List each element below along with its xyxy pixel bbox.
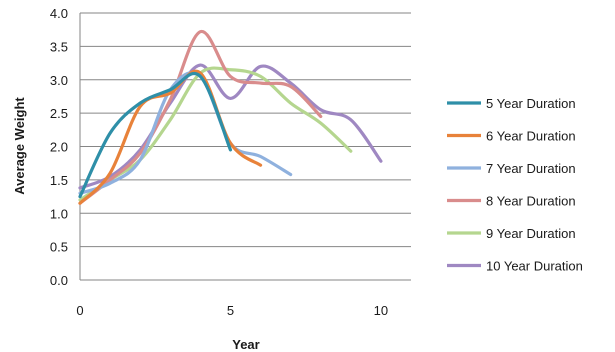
series-line-5	[78, 66, 353, 202]
x-tick-label: 0	[76, 303, 83, 318]
x-tick-label: 10	[374, 303, 388, 318]
series-lines	[78, 30, 383, 205]
y-tick-label: 0.0	[50, 273, 68, 288]
legend-label: 9 Year Duration	[486, 226, 576, 241]
y-tick-label: 1.0	[50, 206, 68, 221]
legend-item: 7 Year Duration	[447, 161, 576, 176]
legend-item: 5 Year Duration	[447, 96, 576, 111]
series-line-4	[78, 30, 323, 205]
legend-item: 6 Year Duration	[447, 129, 576, 144]
legend-label: 8 Year Duration	[486, 194, 576, 209]
y-tick-label: 2.5	[50, 106, 68, 121]
series-line-3	[78, 71, 293, 195]
y-tick-label: 2.0	[50, 140, 68, 155]
y-tick-label: 0.5	[50, 240, 68, 255]
x-tick-label: 5	[227, 303, 234, 318]
axes: 0.0 0.5 1.0 1.5 2.0 2.5 3.0 3.5 4.0 0 5 10	[50, 6, 411, 318]
y-tick-label: 1.5	[50, 173, 68, 188]
legend-label: 6 Year Duration	[486, 129, 576, 144]
y-axis-title: Average Weight	[12, 97, 27, 195]
y-tick-label: 3.5	[50, 39, 68, 54]
legend-item: 9 Year Duration	[447, 226, 576, 241]
x-axis-title: Year	[232, 337, 259, 352]
legend-item: 8 Year Duration	[447, 194, 576, 209]
series-line-2	[78, 69, 263, 205]
legend-item: 10 Year Duration	[447, 259, 583, 274]
legend-label: 5 Year Duration	[486, 96, 576, 111]
y-tick-label: 3.0	[50, 73, 68, 88]
legend: 5 Year Duration 6 Year Duration 7 Year Dur…	[447, 96, 583, 274]
legend-label: 10 Year Duration	[486, 259, 583, 274]
y-tick-label: 4.0	[50, 6, 68, 21]
legend-label: 7 Year Duration	[486, 161, 576, 176]
series-line-1	[78, 72, 233, 199]
series-line-6	[78, 63, 383, 190]
